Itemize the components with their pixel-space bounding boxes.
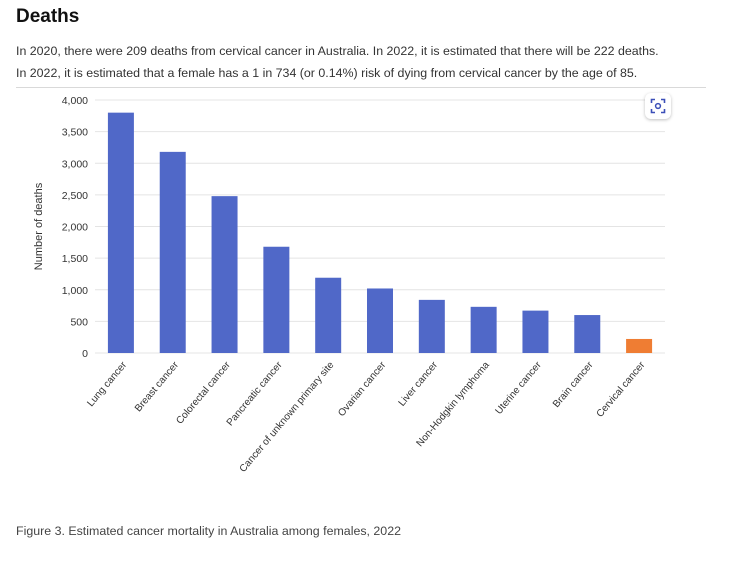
bar-uterine-cancer[interactable] xyxy=(522,310,549,353)
x-tick-label: Cancer of unknown primary site xyxy=(238,360,337,475)
y-tick-label: 1,500 xyxy=(62,253,88,265)
y-tick-label: 3,000 xyxy=(62,158,88,170)
y-axis-title: Number of deaths xyxy=(33,182,45,270)
bar-non-hodgkin-lymphoma[interactable] xyxy=(470,306,497,353)
x-tick-label: Lung cancer xyxy=(85,359,129,409)
y-tick-label: 2,000 xyxy=(62,222,88,234)
x-tick-label: Pancreatic cancer xyxy=(225,359,285,428)
page-title: Deaths xyxy=(16,6,80,27)
bar-ovarian-cancer[interactable] xyxy=(367,288,393,353)
x-tick-label: Colorectal cancer xyxy=(174,359,233,426)
y-tick-label: 1,000 xyxy=(62,285,88,297)
x-tick-label: Uterine cancer xyxy=(494,359,545,416)
x-tick-label: Brain cancer xyxy=(551,359,596,410)
bar-pancreatic-cancer[interactable] xyxy=(263,246,290,353)
fullscreen-icon xyxy=(650,98,666,114)
y-tick-label: 0 xyxy=(82,348,88,360)
bar-cervical-cancer[interactable] xyxy=(626,338,653,353)
y-tick-label: 500 xyxy=(70,316,88,328)
figure-caption: Figure 3. Estimated cancer mortality in … xyxy=(16,524,401,538)
intro-paragraph-2: In 2022, it is estimated that a female h… xyxy=(16,66,638,80)
x-tick-label: Breast cancer xyxy=(133,359,182,414)
fullscreen-button[interactable] xyxy=(645,93,671,119)
intro-paragraph-1: In 2020, there were 209 deaths from cerv… xyxy=(16,44,659,58)
bar-brain-cancer[interactable] xyxy=(574,315,601,353)
y-tick-label: 3,500 xyxy=(62,127,88,139)
bar-lung-cancer[interactable] xyxy=(107,112,134,354)
x-tick-label: Cervical cancer xyxy=(595,359,648,419)
section-divider xyxy=(16,87,706,88)
bar-colorectal-cancer[interactable] xyxy=(211,196,238,353)
bar-cancer-of-unknown-primary-site[interactable] xyxy=(315,277,342,353)
bar-breast-cancer[interactable] xyxy=(159,151,186,353)
y-tick-label: 2,500 xyxy=(62,190,88,202)
bar-liver-cancer[interactable] xyxy=(418,299,445,353)
x-tick-label: Liver cancer xyxy=(397,359,441,408)
mortality-bar-chart: 0 500 1,000 1,500 2,000 2,500 3,000 3,500 4,000 N… xyxy=(33,95,665,475)
y-tick-label: 4,000 xyxy=(62,95,88,107)
x-tick-label: Ovarian cancer xyxy=(336,359,388,419)
